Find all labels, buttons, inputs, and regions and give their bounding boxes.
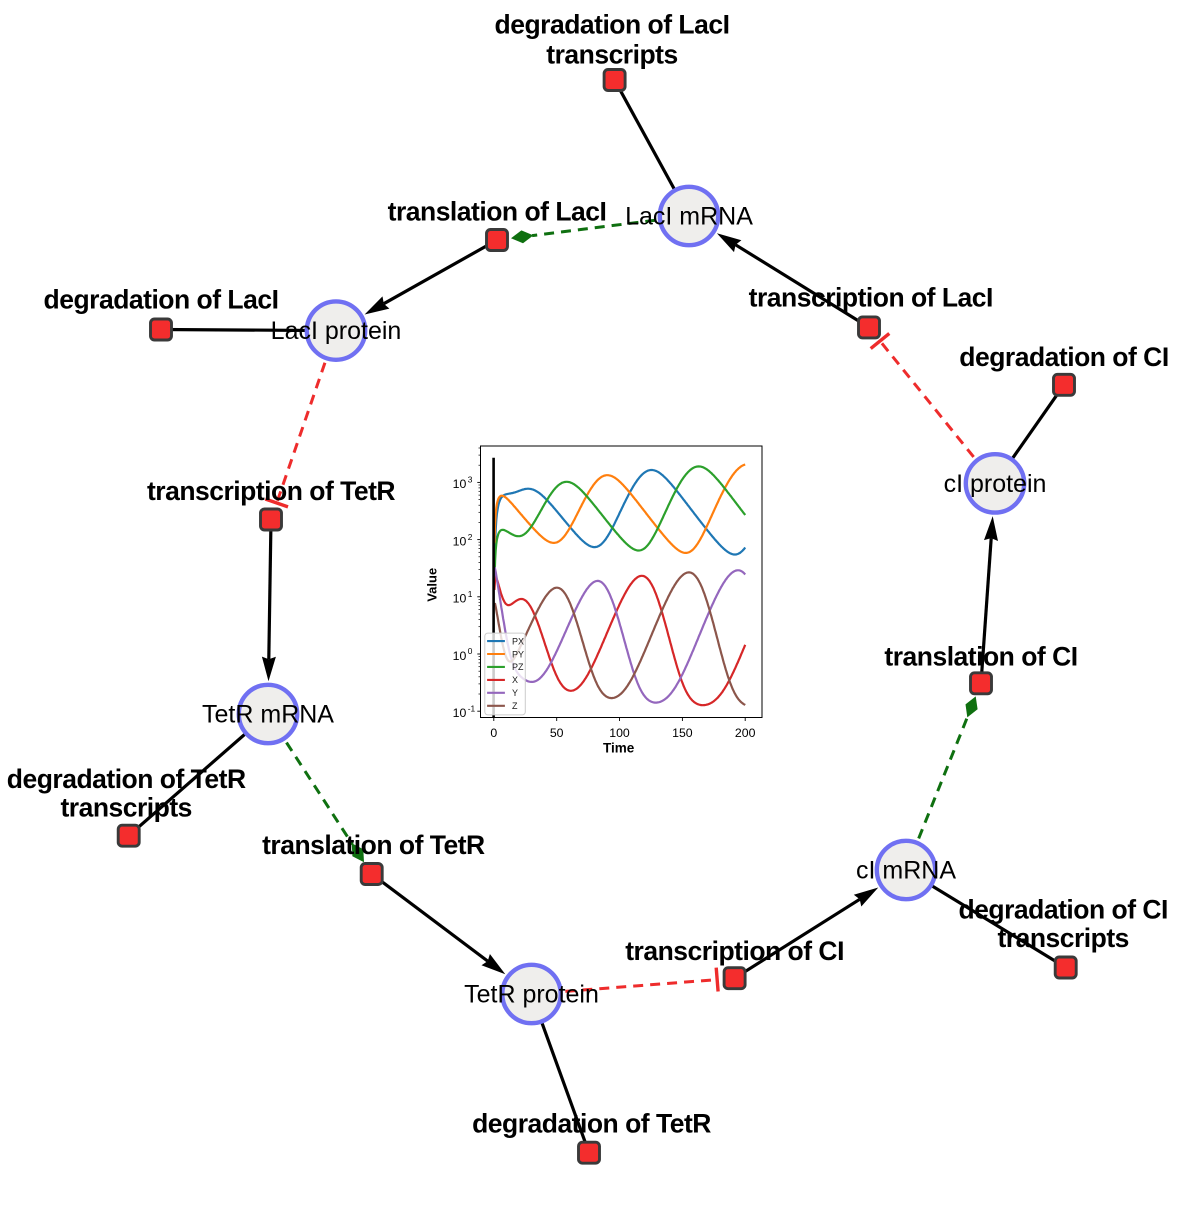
svg-text:Z: Z	[512, 701, 518, 711]
svg-text:Y: Y	[512, 688, 518, 698]
svg-text:3: 3	[468, 475, 473, 485]
svg-text:50: 50	[550, 726, 564, 740]
svg-text:Time: Time	[603, 741, 635, 756]
svg-text:degradation of CI: degradation of CI	[959, 342, 1168, 372]
svg-text:TetR protein: TetR protein	[464, 981, 599, 1009]
svg-text:degradation of LacI: degradation of LacI	[495, 9, 730, 39]
svg-text:TetR mRNA: TetR mRNA	[202, 701, 334, 729]
svg-text:transcription of CI: transcription of CI	[625, 936, 844, 966]
svg-text:10: 10	[453, 649, 467, 663]
svg-text:10: 10	[453, 534, 467, 548]
svg-text:LacI mRNA: LacI mRNA	[625, 203, 753, 231]
svg-text:10: 10	[453, 477, 467, 491]
svg-text:transcription of LacI: transcription of LacI	[749, 283, 993, 313]
svg-text:1: 1	[468, 589, 473, 599]
svg-text:-1: -1	[468, 703, 476, 713]
svg-text:10: 10	[453, 706, 467, 720]
svg-text:translation of LacI: translation of LacI	[388, 197, 607, 227]
svg-text:transcripts: transcripts	[997, 923, 1128, 953]
svg-text:translation of TetR: translation of TetR	[262, 830, 485, 860]
svg-text:PZ: PZ	[512, 662, 524, 672]
svg-text:2: 2	[468, 532, 473, 542]
svg-text:transcription of TetR: transcription of TetR	[147, 476, 395, 506]
svg-text:0: 0	[468, 646, 473, 656]
svg-text:100: 100	[609, 726, 630, 740]
svg-text:PX: PX	[512, 636, 524, 646]
svg-text:0: 0	[490, 726, 497, 740]
svg-text:cI mRNA: cI mRNA	[856, 857, 956, 885]
svg-text:transcripts: transcripts	[60, 792, 191, 822]
svg-text:translation of CI: translation of CI	[884, 642, 1077, 672]
svg-text:degradation of CI: degradation of CI	[959, 895, 1168, 925]
svg-text:transcripts: transcripts	[546, 39, 677, 69]
svg-text:Value: Value	[424, 568, 439, 602]
svg-text:200: 200	[735, 726, 756, 740]
svg-text:PY: PY	[512, 649, 524, 659]
svg-text:cI protein: cI protein	[944, 470, 1047, 498]
svg-text:degradation of TetR: degradation of TetR	[7, 764, 246, 794]
svg-text:150: 150	[672, 726, 693, 740]
svg-text:X: X	[512, 675, 518, 685]
svg-text:degradation of LacI: degradation of LacI	[44, 285, 279, 315]
svg-text:LacI protein: LacI protein	[271, 317, 402, 345]
svg-text:degradation of TetR: degradation of TetR	[472, 1109, 711, 1139]
svg-text:10: 10	[453, 592, 467, 606]
